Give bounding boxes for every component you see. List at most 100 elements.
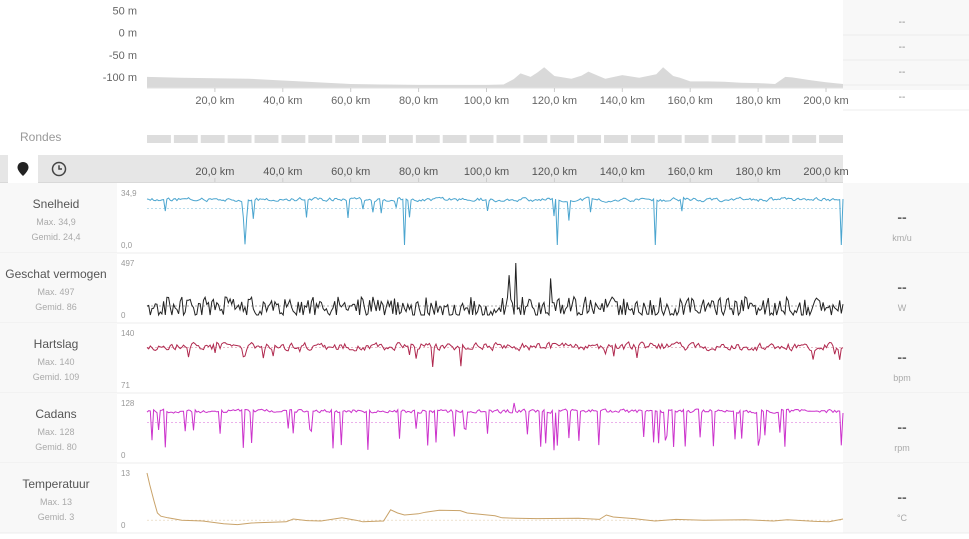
metric-current-value: -- [897, 209, 907, 225]
elevation-x-tick-label: 160,0 km [668, 95, 713, 107]
y-min-label: 71 [121, 381, 130, 390]
lap-segment[interactable] [819, 135, 843, 143]
lap-segment[interactable] [388, 135, 413, 143]
elevation-x-tick-label: 80,0 km [399, 95, 438, 107]
panel-temperature: Temperatuur Max. 13 Gemid. 3 13 0 -- °C [0, 463, 969, 534]
x-tick-label: 200,0 km [803, 166, 848, 178]
y-min-label: 0 [121, 451, 126, 460]
elevation-chart: -- -- -- -- 50 m 0 m -50 m -100 m 20,0 km 40,0 … [103, 0, 969, 111]
lap-segment[interactable] [173, 135, 198, 143]
elevation-area [147, 67, 843, 88]
metric-label: Hartslag [34, 337, 79, 351]
metric-max: Max. 34,9 [36, 217, 76, 227]
chart-toolbar [0, 155, 843, 183]
y-min-label: 0 [121, 521, 126, 530]
x-tick-label: 160,0 km [668, 166, 713, 178]
metric-label: Snelheid [33, 197, 80, 211]
elevation-right-value: -- [899, 17, 906, 28]
metric-avg: Gemid. 3 [38, 512, 75, 522]
metric-label: Cadans [35, 407, 76, 421]
lap-segment[interactable] [227, 135, 252, 143]
laps-label: Rondes [20, 130, 62, 144]
panel-right-bg [843, 253, 969, 323]
lap-segment[interactable] [281, 135, 306, 143]
x-tick-label: 100,0 km [464, 166, 509, 178]
lap-segment[interactable] [442, 135, 467, 143]
y-max-label: 497 [121, 259, 135, 268]
lap-segment[interactable] [738, 135, 763, 143]
metric-max: Max. 13 [40, 497, 72, 507]
elevation-y-tick-label: -100 m [103, 72, 137, 84]
metric-current-value: -- [897, 489, 907, 505]
map-pin-icon [17, 162, 29, 176]
lap-segment[interactable] [792, 135, 817, 143]
panel-label-bg [0, 183, 117, 253]
panel-label-bg [0, 463, 117, 533]
metric-avg: Gemid. 86 [35, 302, 77, 312]
elevation-x-tick-label: 60,0 km [331, 95, 370, 107]
metric-current-value: -- [897, 419, 907, 435]
elevation-x-tick-label: 40,0 km [263, 95, 302, 107]
metric-unit: bpm [893, 373, 911, 383]
panel-label-bg [0, 253, 117, 323]
elevation-y-tick-label: -50 m [109, 50, 137, 62]
metric-current-value: -- [897, 279, 907, 295]
lap-segment[interactable] [711, 135, 736, 143]
y-max-label: 34,9 [121, 189, 137, 198]
elevation-y-tick-label: 0 m [119, 28, 137, 40]
lap-segment[interactable] [630, 135, 655, 143]
lap-segment[interactable] [496, 135, 521, 143]
x-tick-label: 80,0 km [399, 166, 438, 178]
x-tick-label: 140,0 km [600, 166, 645, 178]
y-max-label: 128 [121, 399, 135, 408]
metric-label: Temperatuur [22, 477, 89, 491]
lap-segment[interactable] [604, 135, 628, 143]
lap-segment[interactable] [254, 135, 279, 143]
elevation-y-tick-label: 50 m [113, 5, 137, 17]
map-mode-button[interactable] [8, 155, 38, 183]
laps-bar [147, 135, 843, 143]
metric-unit: km/u [892, 233, 912, 243]
lap-segment[interactable] [550, 135, 575, 143]
clock-icon [51, 161, 67, 177]
lap-segment[interactable] [657, 135, 682, 143]
panel-label-bg [0, 323, 117, 393]
elevation-right-value: -- [899, 67, 906, 78]
elevation-x-tick-label: 120,0 km [532, 95, 577, 107]
elevation-x-tick-label: 20,0 km [195, 95, 234, 107]
panel-heart_rate: Hartslag Max. 140 Gemid. 109 140 71 -- bpm [0, 323, 969, 394]
series-line-power [146, 262, 844, 317]
lap-segment[interactable] [147, 135, 171, 143]
panel-right-bg [843, 323, 969, 393]
panel-right-bg [843, 183, 969, 253]
y-min-label: 0 [121, 311, 126, 320]
metric-charts: 20,0 km 40,0 km 60,0 km 80,0 km 100,0 km 120,… [0, 166, 969, 534]
panel-label-bg [0, 393, 117, 463]
lap-segment[interactable] [362, 135, 386, 143]
elevation-x-tick-label: 200,0 km [803, 95, 848, 107]
lap-segment[interactable] [684, 135, 709, 143]
time-mode-button[interactable] [44, 155, 74, 183]
metric-current-value: -- [897, 349, 907, 365]
x-tick-label: 60,0 km [331, 166, 370, 178]
lap-segment[interactable] [200, 135, 225, 143]
series-line-heart_rate [146, 341, 844, 367]
lap-segment[interactable] [415, 135, 440, 143]
lap-segment[interactable] [765, 135, 790, 143]
elevation-right-value: -- [899, 92, 906, 103]
series-line-speed [146, 196, 844, 246]
metric-unit: W [898, 303, 907, 313]
panel-speed: Snelheid Max. 34,9 Gemid. 24,4 34,9 0,0 -- km/… [0, 183, 969, 254]
elevation-right-value: -- [899, 42, 906, 53]
elevation-x-tick-label: 180,0 km [735, 95, 780, 107]
lap-segment[interactable] [469, 135, 494, 143]
elevation-x-tick-label: 140,0 km [600, 95, 645, 107]
x-tick-label: 40,0 km [263, 166, 302, 178]
lap-segment[interactable] [335, 135, 360, 143]
metric-avg: Gemid. 80 [35, 442, 77, 452]
lap-segment[interactable] [577, 135, 602, 143]
lap-segment[interactable] [308, 135, 333, 143]
y-max-label: 140 [121, 329, 135, 338]
lap-segment[interactable] [523, 135, 548, 143]
panel-power: Geschat vermogen Max. 497 Gemid. 86 497 0 -- W [0, 253, 969, 324]
